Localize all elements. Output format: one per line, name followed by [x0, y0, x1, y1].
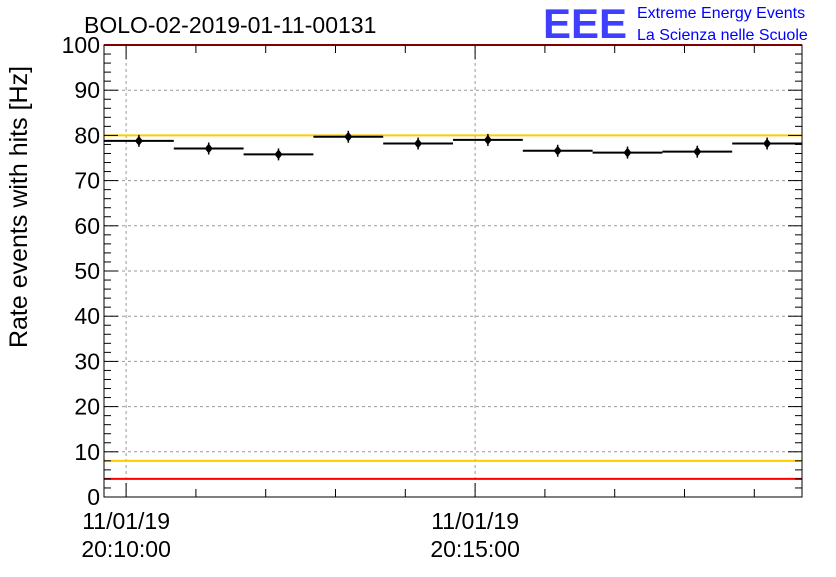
y-tick-label: 70	[74, 168, 100, 194]
y-tick-label: 90	[74, 77, 100, 103]
y-tick-label: 50	[74, 258, 100, 284]
data-point	[204, 143, 213, 154]
data-point	[553, 145, 562, 156]
y-tick-label: 40	[74, 303, 100, 329]
data-point	[623, 147, 632, 158]
y-tick-label: 80	[74, 122, 100, 148]
chart-title: BOLO-02-2019-01-11-00131	[84, 12, 376, 38]
y-tick-label: 10	[74, 439, 100, 465]
data-series	[104, 130, 802, 161]
data-point	[344, 131, 353, 142]
y-tick-label: 20	[74, 394, 100, 420]
y-axis-label: Rate events with hits [Hz]	[5, 66, 33, 348]
axes: 010203040506070809010011/01/1920:10:0011…	[62, 32, 802, 562]
y-tick-label: 0	[87, 484, 100, 510]
eee-logo: EEE Extreme Energy Events La Scienza nel…	[543, 0, 808, 47]
y-tick-label: 60	[74, 213, 100, 239]
y-tick-label: 30	[74, 348, 100, 374]
logo-mark: EEE	[543, 0, 627, 47]
x-tick-label-time: 20:15:00	[430, 536, 520, 562]
x-tick-label-date: 11/01/19	[431, 508, 519, 534]
x-tick-label-time: 20:10:00	[81, 536, 171, 562]
data-point	[693, 146, 702, 157]
logo-line-2: La Scienza nelle Scuole	[637, 27, 808, 44]
data-point	[274, 149, 283, 160]
data-point	[414, 138, 423, 149]
x-tick-label-date: 11/01/19	[82, 508, 170, 534]
data-point	[763, 138, 772, 149]
y-tick-label: 100	[62, 32, 100, 58]
data-point	[134, 135, 143, 146]
data-point	[483, 134, 492, 145]
logo-line-1: Extreme Energy Events	[637, 5, 805, 22]
